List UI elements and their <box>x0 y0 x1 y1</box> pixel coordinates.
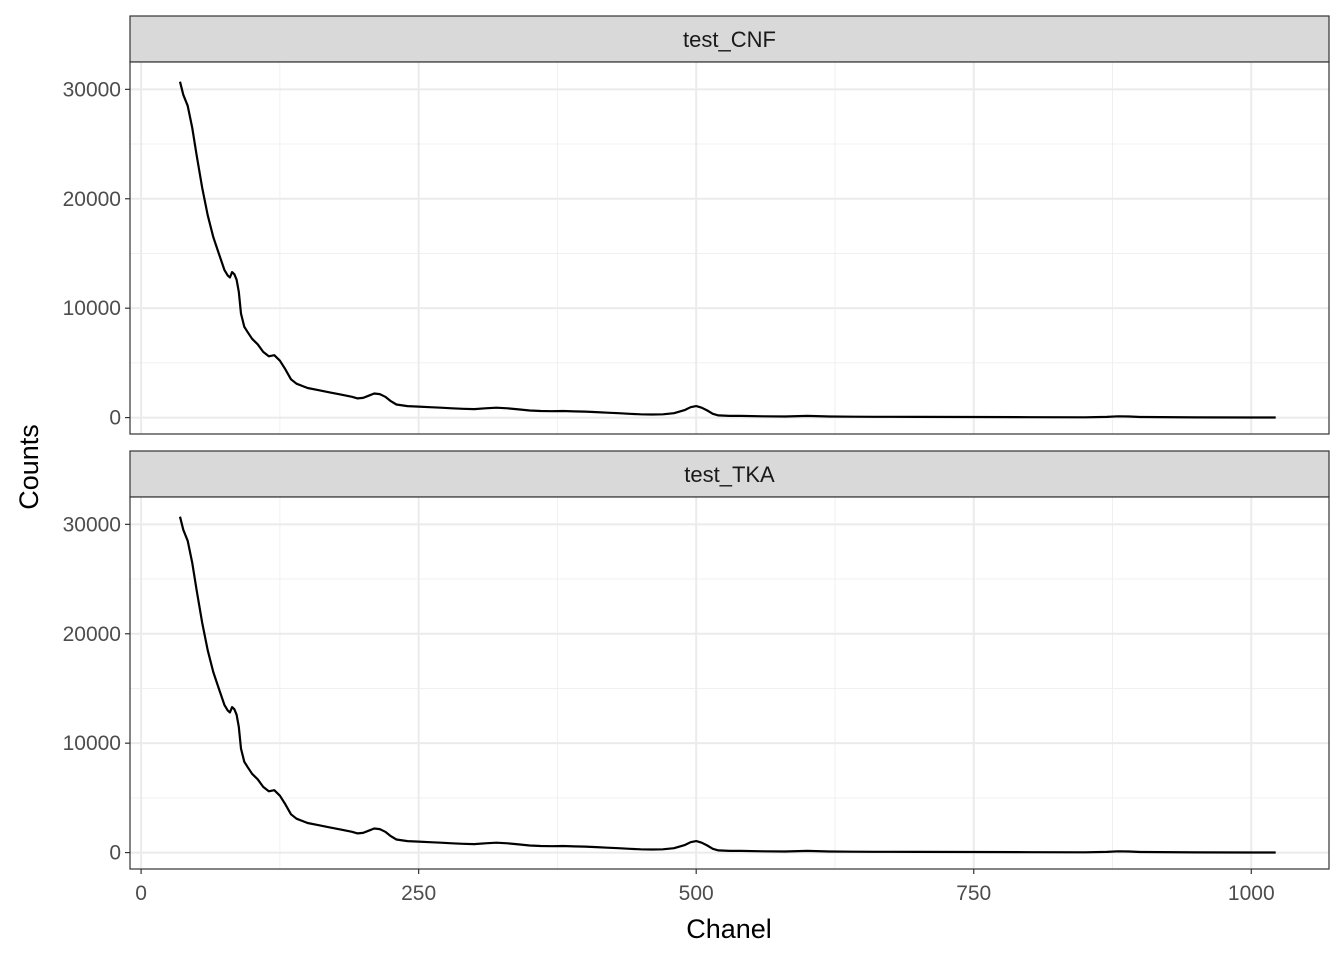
y-tick-label: 30000 <box>63 513 121 536</box>
y-tick-label: 10000 <box>63 732 121 755</box>
facet-strip <box>129 15 1330 63</box>
x-axis-title: Chanel <box>686 914 772 944</box>
y-tick-label: 20000 <box>63 188 121 211</box>
x-axis: 0 250 500 750 1000 <box>135 869 1275 905</box>
panel-background <box>130 497 1329 869</box>
y-axis-title: Counts <box>14 424 44 510</box>
gridlines <box>130 497 1329 869</box>
x-tick-label: 1000 <box>1228 882 1275 905</box>
x-tick-label: 750 <box>956 882 991 905</box>
facet-strip-label: test_CNF <box>683 27 776 52</box>
facet-strip-label: test_TKA <box>684 462 775 487</box>
facet-panel-test_CNF: test_CNF 0 10000 20000 30000 <box>63 15 1330 435</box>
facets: test_CNF 0 10000 20000 30000 test_TKA 0 10000 20… <box>63 15 1330 870</box>
panel-border <box>129 496 1330 870</box>
y-tick-label: 0 <box>109 407 121 430</box>
y-tick-label: 30000 <box>63 78 121 101</box>
facet-panel-test_TKA: test_TKA 0 10000 20000 30000 <box>63 450 1330 870</box>
y-tick-label: 0 <box>109 842 121 865</box>
facet-strip <box>129 450 1330 498</box>
gridlines <box>130 62 1329 434</box>
panel-background <box>130 62 1329 434</box>
series-line <box>178 81 1276 419</box>
y-tick-label: 20000 <box>63 623 121 646</box>
series-line <box>178 516 1276 854</box>
x-tick-label: 500 <box>679 882 714 905</box>
x-tick-label: 250 <box>401 882 436 905</box>
y-tick-label: 10000 <box>63 297 121 320</box>
panel-border <box>129 61 1330 435</box>
x-tick-label: 0 <box>135 882 147 905</box>
